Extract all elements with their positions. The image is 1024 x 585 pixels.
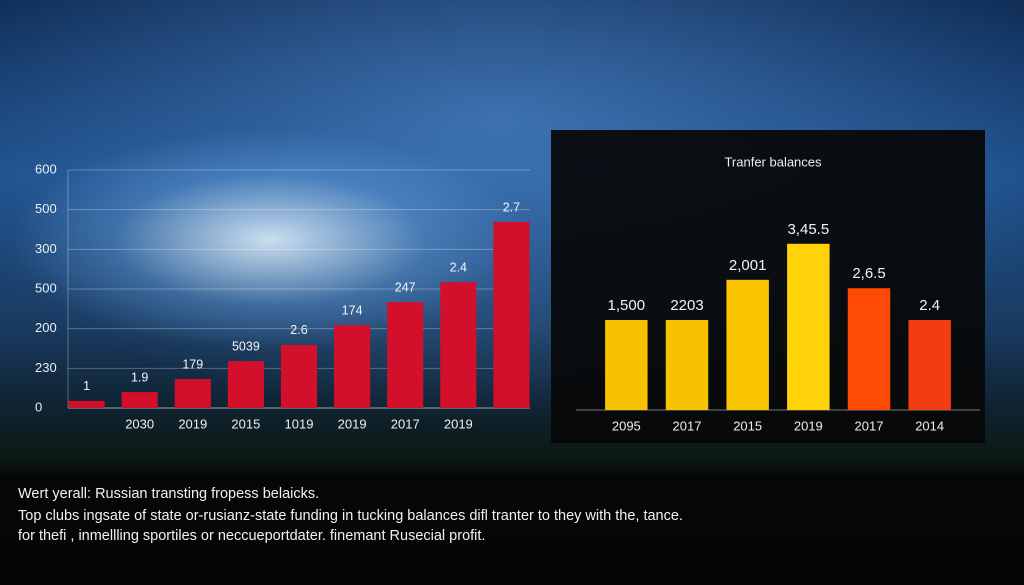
value-label: 1 xyxy=(83,379,90,393)
x-tick-label: 2015 xyxy=(231,416,260,431)
value-label: 2203 xyxy=(670,297,703,314)
x-tick-label: 2017 xyxy=(391,416,420,431)
bar xyxy=(605,320,648,410)
y-tick-label: 200 xyxy=(35,320,57,335)
x-tick-label: 2014 xyxy=(915,418,944,433)
value-label: 5039 xyxy=(232,339,260,353)
caption-line: for thefi , inmellling sportiles or necc… xyxy=(18,528,486,544)
x-tick-label: 2019 xyxy=(178,416,207,431)
value-label: 2.4 xyxy=(919,297,940,314)
caption-line: Wert yerall: Russian transting fropess b… xyxy=(18,486,320,502)
bar xyxy=(387,302,424,408)
value-label: 2,001 xyxy=(729,257,767,274)
x-tick-label: 1019 xyxy=(285,416,314,431)
bar xyxy=(847,288,891,410)
bar xyxy=(280,344,318,408)
bar xyxy=(787,243,830,410)
caption-line: Top clubs ingsate of state or-rusianz-st… xyxy=(18,508,683,524)
y-tick-label: 500 xyxy=(35,201,57,216)
bar xyxy=(227,361,264,408)
value-label: 1.9 xyxy=(131,370,148,384)
bar xyxy=(908,320,951,410)
y-tick-label: 230 xyxy=(35,360,57,375)
x-tick-label: 2095 xyxy=(612,418,641,433)
bar xyxy=(174,379,211,408)
value-label: 2,6.5 xyxy=(852,265,885,282)
value-label: 2.7 xyxy=(503,200,520,214)
x-tick-label: 2017 xyxy=(673,418,702,433)
value-label: 2.6 xyxy=(290,323,307,337)
value-label: 3,45.5 xyxy=(787,221,829,238)
value-label: 174 xyxy=(342,303,363,317)
value-label: 247 xyxy=(395,280,416,294)
x-tick-label: 2030 xyxy=(125,416,154,431)
y-tick-label: 0 xyxy=(35,399,42,414)
bar xyxy=(665,320,709,410)
x-tick-label: 2019 xyxy=(794,418,823,433)
bar xyxy=(726,279,769,410)
y-tick-label: 600 xyxy=(35,161,57,176)
value-label: 2.4 xyxy=(450,261,467,275)
bar xyxy=(121,392,158,408)
value-label: 179 xyxy=(182,357,203,371)
y-tick-label: 500 xyxy=(35,280,57,295)
bar xyxy=(440,282,477,408)
x-tick-label: 2019 xyxy=(338,416,367,431)
bar xyxy=(493,221,530,408)
chart-title: Tranfer balances xyxy=(724,154,822,169)
y-tick-label: 300 xyxy=(35,241,57,256)
value-label: 1,500 xyxy=(608,297,646,314)
bar xyxy=(68,400,105,408)
x-tick-label: 2017 xyxy=(855,418,884,433)
x-tick-label: 2015 xyxy=(733,418,762,433)
x-tick-label: 2019 xyxy=(444,416,473,431)
bar xyxy=(334,325,371,408)
